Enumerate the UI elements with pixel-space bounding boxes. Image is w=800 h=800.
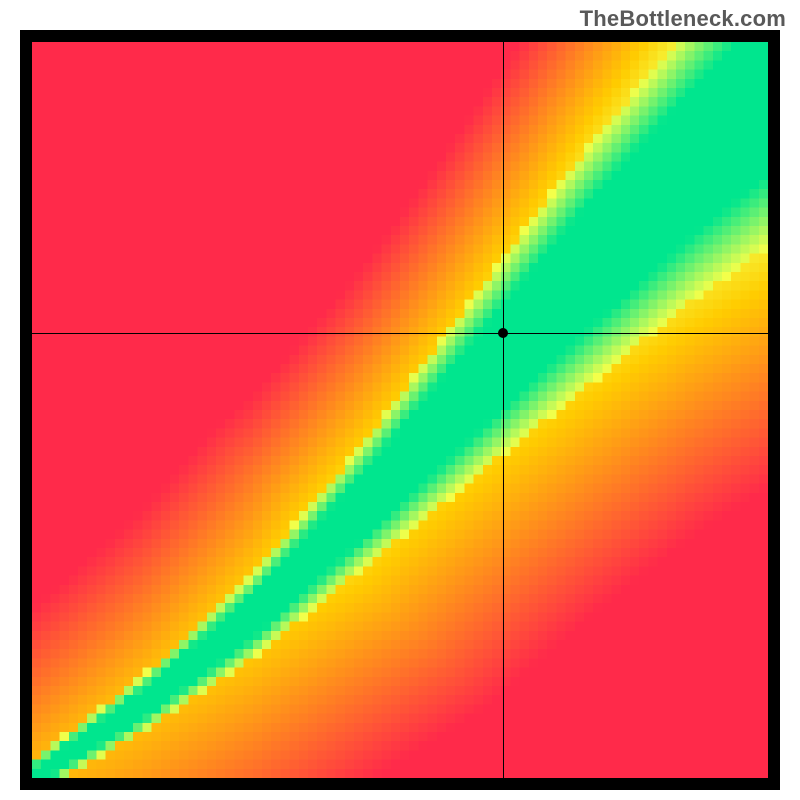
- chart-container: TheBottleneck.com: [0, 0, 800, 800]
- heatmap-canvas: [32, 42, 768, 778]
- crosshair-vertical: [503, 42, 504, 778]
- heatmap-surface: [32, 42, 768, 778]
- crosshair-horizontal: [32, 333, 768, 334]
- crosshair-marker-dot: [498, 328, 508, 338]
- plot-frame: [20, 30, 780, 790]
- watermark-text: TheBottleneck.com: [580, 6, 786, 32]
